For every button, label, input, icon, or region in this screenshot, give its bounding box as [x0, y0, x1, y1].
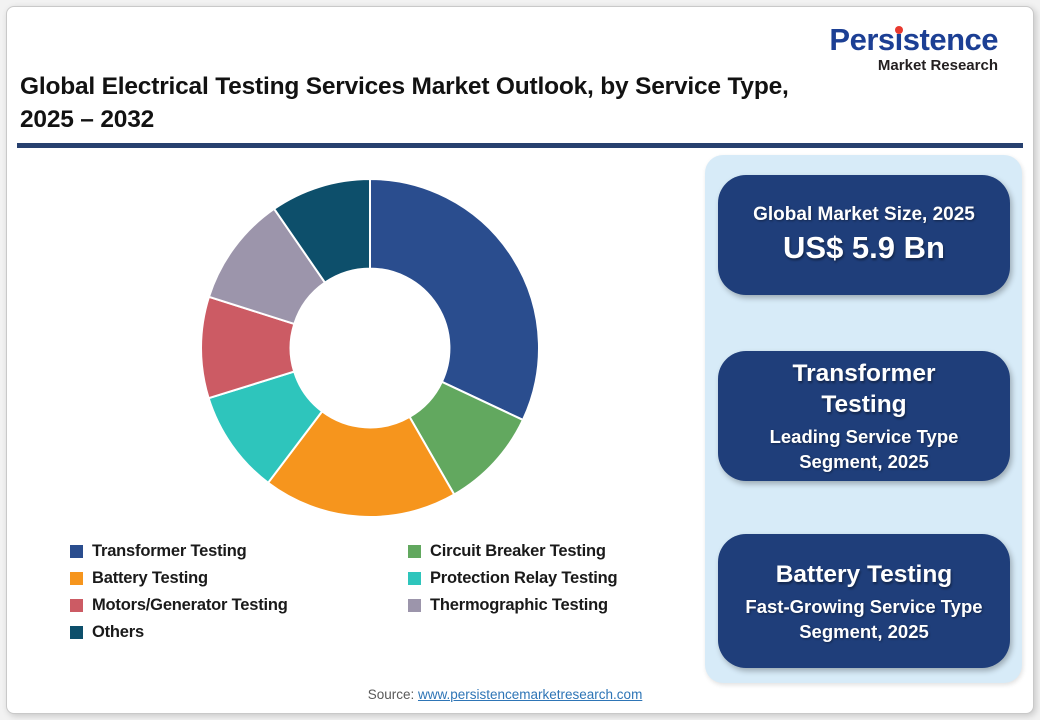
legend-label: Battery Testing	[92, 569, 208, 587]
donut-chart	[180, 158, 560, 538]
donut-segment-2	[267, 410, 456, 518]
legend-item-6: Others	[70, 623, 408, 642]
legend-label: Thermographic Testing	[430, 596, 608, 614]
logo-text-part2: stence	[902, 22, 999, 57]
source-line: Source: www.persistencemarketresearch.co…	[0, 687, 1010, 702]
market-size-title: Global Market Size, 2025	[753, 204, 975, 225]
page-title-line1: Global Electrical Testing Services Marke…	[20, 73, 789, 100]
legend-swatch-icon	[408, 545, 421, 558]
page-title: Global Electrical Testing Services Marke…	[20, 70, 920, 136]
legend-label: Protection Relay Testing	[430, 569, 618, 587]
leading-segment-subtitle: Leading Service Type Segment, 2025	[769, 426, 959, 472]
source-label: Source:	[367, 687, 415, 702]
legend-item-5: Thermographic Testing	[408, 596, 710, 615]
logo-subtitle: Market Research	[877, 57, 998, 74]
legend-label: Circuit Breaker Testing	[430, 542, 606, 560]
market-size-value: US$ 5.9 Bn	[783, 230, 945, 265]
legend-item-4: Motors/Generator Testing	[70, 596, 408, 615]
legend-item-1: Circuit Breaker Testing	[408, 542, 710, 561]
title-divider-rule	[17, 143, 1023, 148]
legend-swatch-icon	[70, 626, 83, 639]
leading-segment-title: Transformer Testing	[792, 360, 936, 418]
legend-item-3: Protection Relay Testing	[408, 569, 710, 588]
donut-segment-6	[273, 178, 371, 284]
logo-text-part1: Pers	[829, 22, 895, 57]
fast-growing-segment-subtitle: Fast-Growing Service Type Segment, 2025	[745, 595, 983, 642]
legend-label: Others	[92, 623, 144, 641]
legend-swatch-icon	[408, 572, 421, 585]
highlights-sidebar: Global Market Size, 2025 US$ 5.9 Bn Tran…	[705, 155, 1022, 683]
donut-segment-0	[369, 178, 541, 421]
fast-growing-segment-title: Battery Testing	[775, 560, 953, 588]
legend-swatch-icon	[70, 572, 83, 585]
logo-dotted-i: i	[894, 22, 904, 57]
stat-card-market-size: Global Market Size, 2025 US$ 5.9 Bn	[718, 175, 1010, 295]
page-title-line2: 2025 – 2032	[20, 106, 155, 133]
legend-label: Motors/Generator Testing	[92, 596, 288, 614]
source-link[interactable]: www.persistencemarketresearch.com	[417, 687, 643, 702]
legend-item-2: Battery Testing	[70, 569, 408, 588]
chart-legend: Transformer Testing Circuit Breaker Testi…	[70, 542, 710, 642]
persistence-logo: Persistence Market Research	[770, 24, 998, 73]
stat-card-fast-growing-segment: Battery Testing Fast-Growing Service Typ…	[718, 534, 1010, 668]
legend-label: Transformer Testing	[92, 542, 247, 560]
legend-swatch-icon	[408, 599, 421, 612]
stat-card-leading-segment: Transformer Testing Leading Service Type…	[718, 351, 1010, 481]
legend-swatch-icon	[70, 545, 83, 558]
legend-swatch-icon	[70, 599, 83, 612]
donut-chart-svg	[200, 178, 541, 518]
logo-wordmark: Persistence	[829, 24, 998, 55]
legend-item-0: Transformer Testing	[70, 542, 408, 561]
